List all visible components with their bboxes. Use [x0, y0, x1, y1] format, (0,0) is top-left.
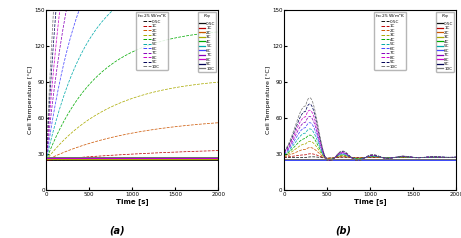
Text: (b): (b) — [336, 225, 351, 235]
Text: (a): (a) — [110, 225, 125, 235]
Legend: 0.5C, 1C, 2C, 3C, 4C, 5C, 6C, 7C, 8C, 9C, 10C: 0.5C, 1C, 2C, 3C, 4C, 5C, 6C, 7C, 8C, 9C… — [198, 12, 216, 72]
Legend: 0.5C, 1C, 2C, 3C, 4C, 5C, 6C, 7C, 8C, 9C, 10C: 0.5C, 1C, 2C, 3C, 4C, 5C, 6C, 7C, 8C, 9C… — [436, 12, 454, 72]
Y-axis label: Cell Temperature [°C]: Cell Temperature [°C] — [28, 66, 33, 134]
X-axis label: Time [s]: Time [s] — [354, 198, 386, 205]
Y-axis label: Cell Temperature [°C]: Cell Temperature [°C] — [266, 66, 271, 134]
X-axis label: Time [s]: Time [s] — [116, 198, 148, 205]
